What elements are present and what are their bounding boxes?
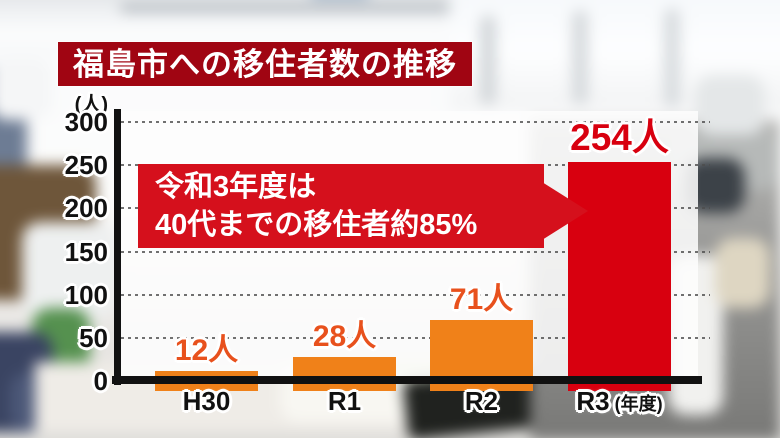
paper-stack bbox=[0, 58, 52, 120]
y-axis-unit-label: (人) bbox=[74, 94, 108, 116]
callout-pointer bbox=[542, 182, 588, 240]
y-tick-label-50: 50 bbox=[79, 322, 108, 353]
window-mullion bbox=[572, 10, 588, 105]
window-mullion bbox=[664, 8, 680, 108]
x-axis-unit-suffix: (年度) bbox=[609, 394, 663, 414]
ceiling-light bbox=[120, 4, 450, 12]
annotation-callout: 令和3年度は 40代までの移住者約85% bbox=[138, 164, 544, 248]
x-tick-label-R2: R2 bbox=[464, 386, 499, 416]
gridline-300 bbox=[121, 121, 710, 123]
cabinet bbox=[695, 75, 765, 135]
y-tick-label-300: 300 bbox=[64, 107, 108, 137]
callout-line1: 令和3年度は bbox=[155, 170, 317, 203]
y-tick-label-100: 100 bbox=[64, 279, 108, 310]
beige-box bbox=[715, 238, 770, 308]
y-tick-label-0: 0 bbox=[93, 366, 108, 396]
bar-R1 bbox=[293, 356, 396, 391]
window-mullion bbox=[480, 15, 496, 105]
x-axis-line bbox=[112, 376, 702, 384]
x-tick-label-H30: H30 bbox=[182, 386, 231, 416]
white-shelf bbox=[22, 222, 117, 317]
y-tick-label-150: 150 bbox=[64, 236, 108, 267]
bar-value-label-H30: 12人 bbox=[174, 333, 239, 367]
y-tick-label-200: 200 bbox=[64, 193, 108, 224]
bar-value-label-R1: 28人 bbox=[312, 319, 377, 353]
gridline-50 bbox=[121, 336, 710, 339]
bar-value-label-R2: 71人 bbox=[449, 282, 514, 316]
y-tick-label-250: 250 bbox=[64, 150, 108, 181]
gridline-100 bbox=[121, 293, 710, 296]
gridline-150 bbox=[121, 250, 710, 253]
chart-title-banner: 福島市への移住者数の推移 bbox=[58, 42, 472, 86]
x-tick-label-R3: R3 (年度) bbox=[576, 386, 663, 416]
callout-line2: 40代までの移住者約85% bbox=[155, 209, 478, 241]
y-axis-line bbox=[114, 109, 121, 385]
x-tick-label-R1: R1 bbox=[327, 386, 362, 416]
chart-title: 福島市への移住者数の推移 bbox=[73, 46, 457, 82]
bar-value-label-R3: 254人 bbox=[570, 116, 669, 158]
